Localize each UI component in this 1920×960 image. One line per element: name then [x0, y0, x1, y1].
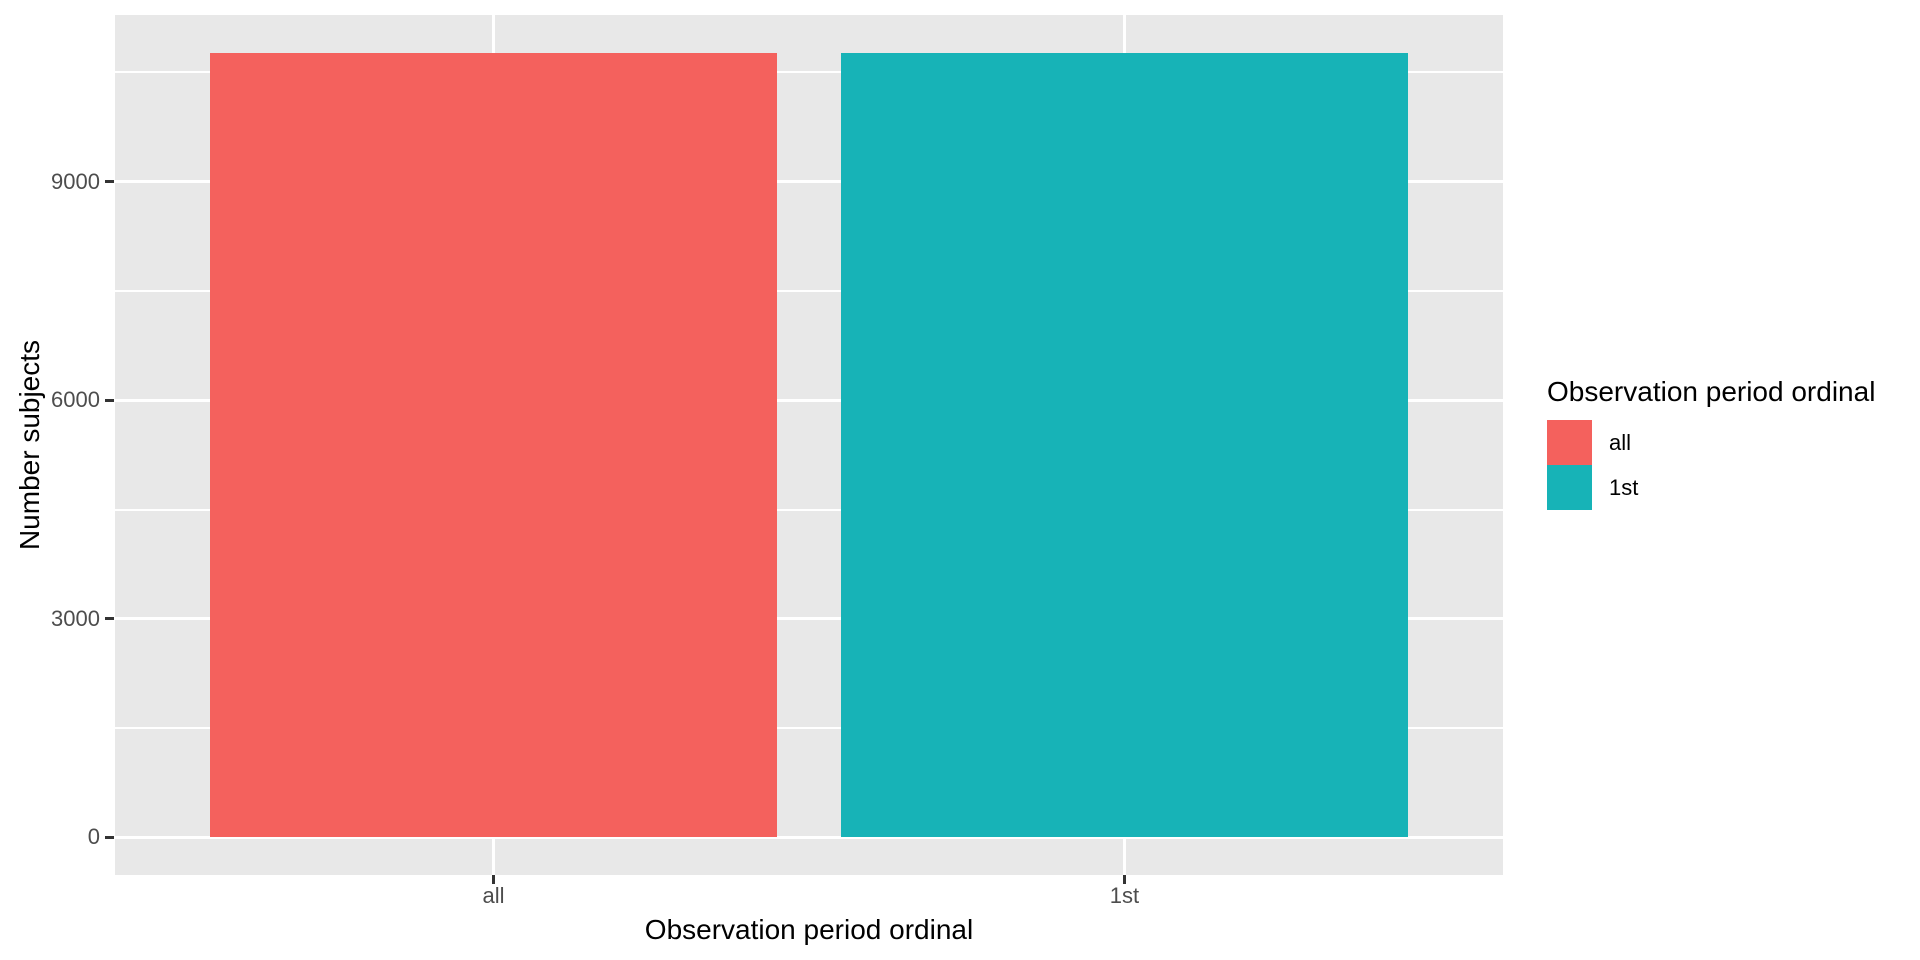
y-tick-label: 3000: [51, 605, 100, 631]
minor-gridline-y: [115, 289, 1503, 292]
major-gridline-y: [115, 398, 1503, 402]
x-tick-mark: [1122, 875, 1126, 884]
legend-key-swatch: [1547, 420, 1592, 465]
plot-panel: [115, 15, 1503, 875]
y-tick-mark: [105, 617, 114, 621]
legend-title: Observation period ordinal: [1547, 376, 1876, 407]
major-gridline-y: [115, 617, 1503, 621]
minor-gridline-y: [115, 508, 1503, 511]
minor-gridline-y: [115, 71, 1503, 74]
bar-all: [209, 52, 778, 838]
y-tick-label: 6000: [51, 387, 100, 413]
x-tick-label: all: [482, 883, 505, 908]
legend-entry-label: 1st: [1609, 474, 1639, 500]
legend-entry: 1st: [1547, 465, 1875, 510]
minor-gridline-y: [115, 727, 1503, 730]
legend-entry-label: all: [1609, 429, 1632, 455]
major-gridline-y: [115, 835, 1503, 839]
legend-entries: all 1st: [1547, 420, 1875, 510]
x-tick-mark: [492, 875, 496, 884]
legend-key-swatch: [1547, 465, 1592, 510]
y-axis-title: Number subjects: [14, 339, 45, 551]
x-tick-label: 1st: [1109, 883, 1140, 908]
y-tick-label: 0: [87, 824, 100, 850]
y-tick-mark: [105, 180, 114, 184]
bar-1st: [840, 52, 1409, 838]
y-tick-mark: [105, 398, 114, 402]
x-axis-title: Observation period ordinal: [644, 914, 974, 945]
major-gridline-y: [115, 180, 1503, 184]
legend-entry: all: [1547, 420, 1875, 465]
y-tick-label: 9000: [51, 168, 100, 194]
y-tick-mark: [105, 835, 114, 839]
legend: Observation period ordinal all 1st: [1547, 378, 1875, 510]
